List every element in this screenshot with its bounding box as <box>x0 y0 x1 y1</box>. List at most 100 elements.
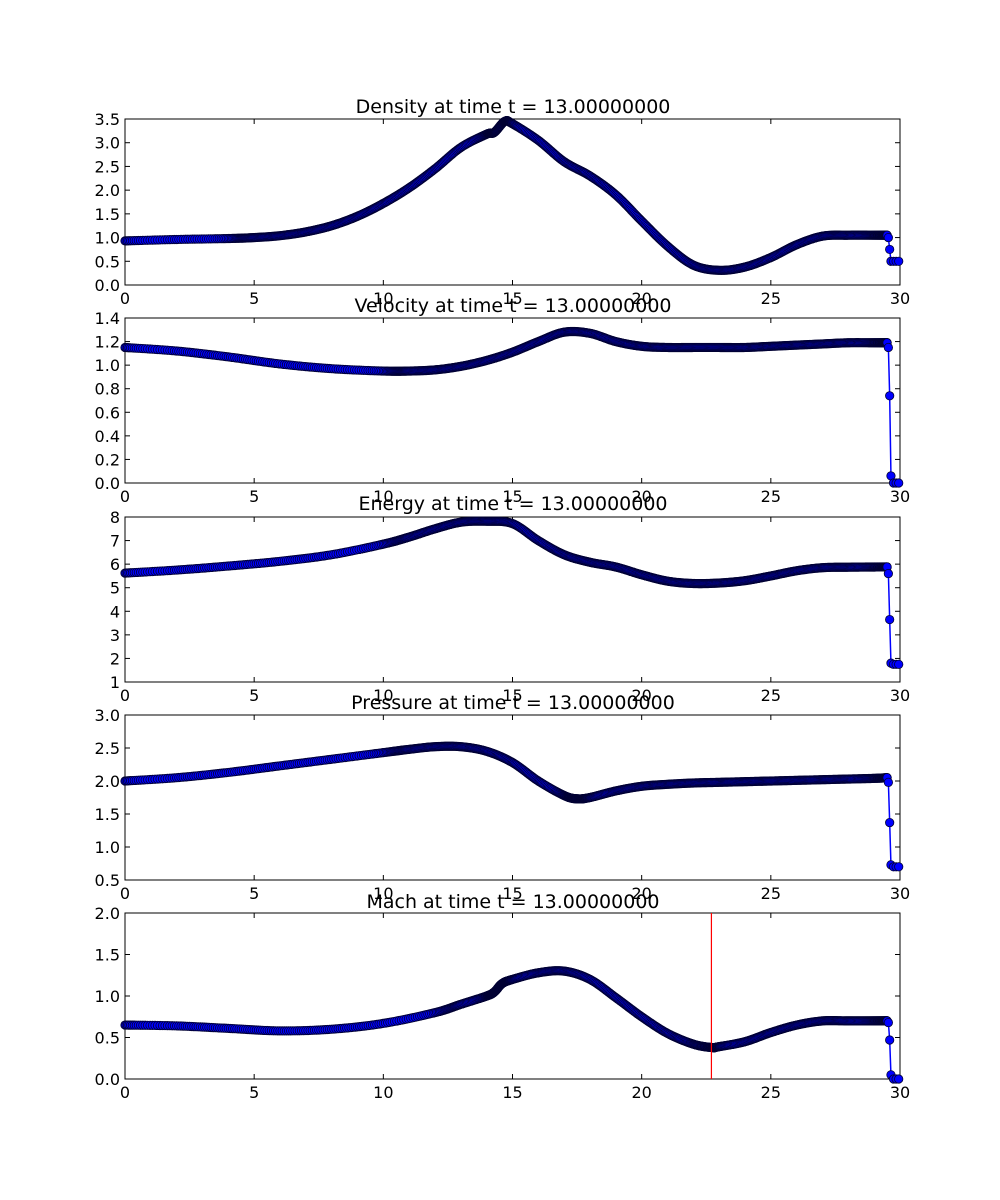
mach-ytick-label: 1.0 <box>95 987 120 1006</box>
pressure-shock-point <box>883 777 893 787</box>
mach-xtick-label: 20 <box>631 1083 651 1102</box>
velocity-ytick-label: 1.4 <box>95 309 120 328</box>
velocity-panel: 0 5 10 15 20 25 30 0.0 0.2 0.4 0.6 0.8 1.0 1.2 1.4 Velo… <box>95 295 911 506</box>
mach-axes-frame <box>124 912 901 1080</box>
density-ytick-label: 3.0 <box>95 134 120 153</box>
pressure-shock-point <box>894 862 904 872</box>
mach-xtick-label: 15 <box>502 1083 522 1102</box>
velocity-xtick-label: 30 <box>890 487 910 506</box>
pressure-xtick-label: 15 <box>502 884 522 903</box>
velocity-ytick-label: 1.0 <box>95 356 120 375</box>
density-shock-point <box>885 244 895 255</box>
density-xtick-label: 0 <box>120 289 130 308</box>
energy-xtick-label: 20 <box>631 686 651 705</box>
energy-ytick-label: 2 <box>110 649 120 668</box>
pressure-ytick-label: 2.5 <box>95 739 120 758</box>
velocity-ytick-label: 0.4 <box>95 427 120 446</box>
density-ytick-label: 2.5 <box>95 157 120 176</box>
energy-ytick-label: 4 <box>110 602 120 621</box>
velocity-shock-point <box>885 391 895 401</box>
energy-xtick-label: 15 <box>502 686 522 705</box>
density-xtick-label: 5 <box>249 289 259 308</box>
density-shock-point <box>894 256 904 266</box>
velocity-markers <box>120 326 904 488</box>
energy-title: Energy at time t = 13.00000000 <box>358 493 667 515</box>
density-ytick-label: 3.5 <box>95 110 120 129</box>
velocity-ytick-label: 0.0 <box>95 474 120 493</box>
velocity-title: Velocity at time t = 13.00000000 <box>354 295 671 317</box>
mach-ytick-label: 1.5 <box>95 946 120 965</box>
velocity-xtick-label: 5 <box>249 487 259 506</box>
pressure-xtick-label: 0 <box>120 884 130 903</box>
density-ytick-label: 0.5 <box>95 252 120 271</box>
density-axes-frame <box>124 118 901 286</box>
energy-shock-point <box>894 659 904 669</box>
density-xtick-label: 20 <box>631 289 651 308</box>
velocity-ytick-label: 1.2 <box>95 333 120 352</box>
energy-shock-point <box>883 568 893 579</box>
density-xtick-label: 30 <box>890 289 910 308</box>
density-panel: 0 5 10 15 20 25 30 0.0 0.5 1.0 1.5 2.0 2.5 3.0 3.5 Dens… <box>95 96 911 308</box>
pressure-xtick-label: 30 <box>890 884 910 903</box>
pressure-ytick-label: 3.0 <box>95 706 120 725</box>
density-xtick-label: 15 <box>502 289 522 308</box>
energy-shock-point <box>885 614 895 625</box>
pressure-xtick-label: 10 <box>373 884 393 903</box>
density-ytick-label: 1.0 <box>95 229 120 248</box>
density-xtick-label: 25 <box>761 289 781 308</box>
density-ytick-label: 1.5 <box>95 205 120 224</box>
mach-shock-point <box>885 1035 895 1045</box>
mach-xtick-label: 10 <box>373 1083 393 1102</box>
density-markers <box>120 116 904 275</box>
pressure-xtick-label: 25 <box>761 884 781 903</box>
energy-xtick-label: 0 <box>120 686 130 705</box>
density-ytick-label: 2.0 <box>95 181 120 200</box>
density-shock-point <box>883 232 893 243</box>
velocity-ytick-label: 0.2 <box>95 450 120 469</box>
pressure-ytick-label: 0.5 <box>95 871 120 890</box>
energy-ytick-label: 7 <box>110 532 120 551</box>
pressure-xtick-label: 5 <box>249 884 259 903</box>
energy-xtick-label: 30 <box>890 686 910 705</box>
mach-title: Mach at time t = 13.00000000 <box>366 891 659 913</box>
energy-ytick-label: 3 <box>110 626 120 645</box>
energy-ytick-label: 1 <box>110 673 120 692</box>
pressure-axes-frame <box>124 714 901 881</box>
mach-ytick-label: 0.0 <box>95 1070 120 1089</box>
pressure-ytick-label: 2.0 <box>95 772 120 791</box>
mach-xtick-label: 0 <box>120 1083 130 1102</box>
density-xtick-label: 10 <box>373 289 393 308</box>
velocity-ytick-label: 0.6 <box>95 403 120 422</box>
energy-xtick-label: 5 <box>249 686 259 705</box>
mach-xtick-label: 25 <box>761 1083 781 1102</box>
mach-xtick-label: 5 <box>249 1083 259 1102</box>
mach-panel: 0 5 10 15 20 25 30 0.0 0.5 1.0 1.5 2.0 Mach at time … <box>95 891 911 1102</box>
pressure-xtick-label: 20 <box>631 884 651 903</box>
velocity-shock-point <box>883 342 893 353</box>
pressure-panel: 0 5 10 15 20 25 30 0.5 1.0 1.5 2.0 2.5 3.0 Pressure a… <box>95 692 911 903</box>
velocity-xtick-label: 20 <box>631 487 651 506</box>
pressure-shock-point <box>885 817 895 828</box>
pressure-markers <box>120 741 904 872</box>
energy-axes-frame <box>124 516 901 683</box>
energy-ytick-label: 6 <box>110 555 120 574</box>
velocity-xtick-label: 10 <box>373 487 393 506</box>
pressure-title: Pressure at time t = 13.00000000 <box>351 692 675 714</box>
density-ytick-label: 0.0 <box>95 276 120 295</box>
mach-xtick-label: 30 <box>890 1083 910 1102</box>
energy-xtick-label: 10 <box>373 686 393 705</box>
energy-markers <box>120 516 904 669</box>
velocity-xtick-label: 15 <box>502 487 522 506</box>
energy-xtick-label: 25 <box>761 686 781 705</box>
mach-ytick-label: 2.0 <box>95 904 120 923</box>
velocity-xtick-label: 25 <box>761 487 781 506</box>
energy-panel: 0 5 10 15 20 25 30 1 2 3 4 5 6 7 8 Energy at time t = 1… <box>110 493 910 705</box>
energy-ytick-label: 8 <box>110 508 120 527</box>
velocity-xtick-label: 0 <box>120 487 130 506</box>
velocity-ytick-label: 0.8 <box>95 380 120 399</box>
density-title: Density at time t = 13.00000000 <box>356 96 671 118</box>
energy-ytick-label: 5 <box>110 579 120 598</box>
velocity-shock-point <box>894 478 904 488</box>
mach-shock-point <box>894 1074 904 1084</box>
